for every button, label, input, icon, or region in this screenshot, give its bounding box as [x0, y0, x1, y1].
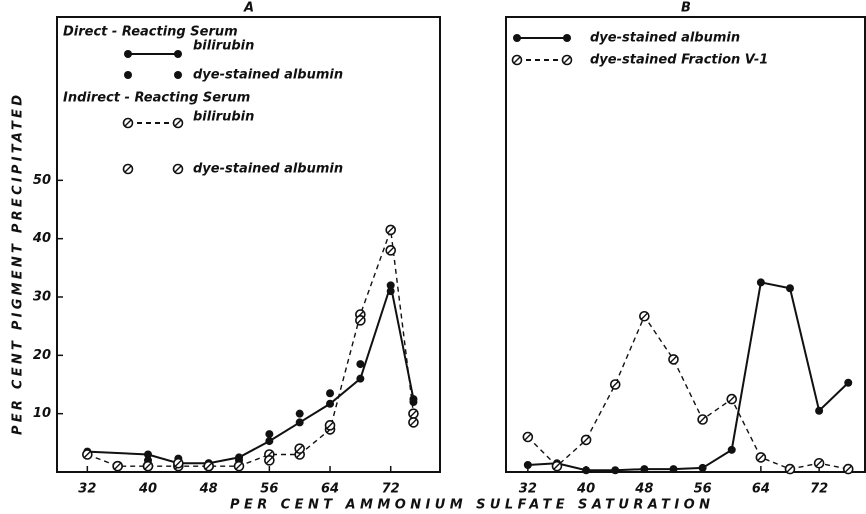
series-line [527, 314, 849, 470]
panel-title: B [681, 1, 691, 16]
legend-marker [511, 54, 523, 66]
y-tick-label: 40 [32, 231, 51, 246]
panel-title: A [243, 1, 254, 16]
x-tick-label: 32 [519, 482, 537, 497]
data-point [295, 409, 304, 418]
legend-marker [513, 34, 521, 42]
data-point [112, 460, 123, 472]
data-point [409, 398, 418, 406]
data-point [756, 278, 765, 287]
legend-marker [174, 71, 182, 79]
data-point [173, 457, 184, 469]
data-point [294, 443, 305, 454]
data-point [698, 463, 707, 472]
data-point [844, 378, 853, 387]
y-tick-label: 50 [33, 173, 51, 188]
data-point [233, 460, 245, 472]
panel-frame [56, 16, 441, 473]
data-point [815, 406, 824, 415]
data-point [408, 417, 419, 428]
data-point [582, 466, 591, 475]
data-point [264, 455, 275, 466]
legend-label: dye-stained albumin [193, 162, 343, 177]
data-point [386, 287, 395, 296]
data-point [356, 360, 365, 369]
panel-frame [505, 16, 866, 473]
data-point [326, 389, 335, 398]
x-tick-label: 32 [78, 482, 96, 497]
x-tick-label: 56 [694, 482, 712, 497]
legend-marker [172, 163, 184, 175]
data-point [669, 465, 678, 474]
data-point [640, 465, 649, 474]
data-point [142, 460, 154, 472]
legend-group-title: Indirect - Reacting Serum [63, 91, 250, 106]
data-point [668, 354, 679, 365]
legend-marker [172, 117, 184, 129]
data-point [611, 466, 620, 475]
data-point [842, 463, 854, 475]
data-point [265, 437, 274, 446]
legend-marker [122, 163, 134, 175]
legend-label: bilirubin [193, 110, 254, 125]
legend-marker [122, 117, 134, 129]
legend-marker [124, 50, 132, 58]
x-tick-label: 72 [810, 482, 828, 497]
data-point [813, 457, 825, 469]
data-point [385, 224, 397, 236]
data-point [82, 449, 93, 460]
x-tick-label: 64 [752, 482, 770, 497]
legend-label: dye-stained Fraction V-1 [590, 53, 768, 68]
legend-label: dye-stained albumin [193, 68, 343, 83]
legend-marker [174, 50, 182, 58]
data-point [295, 418, 304, 427]
x-tick-label: 40 [576, 482, 595, 497]
x-axis-label: PER CENT AMMONIUM SULFATE SATURATION [230, 498, 710, 513]
data-point [639, 310, 650, 322]
data-point [697, 414, 708, 425]
x-tick-label: 40 [138, 482, 157, 497]
y-tick-label: 10 [33, 406, 51, 421]
data-point [355, 315, 366, 326]
data-point [784, 463, 796, 475]
y-tick-label: 20 [33, 348, 51, 363]
data-point [727, 445, 736, 454]
data-point [755, 452, 767, 463]
data-point [385, 245, 397, 256]
x-tick-label: 56 [260, 482, 278, 497]
series-line [87, 229, 415, 467]
data-point [144, 450, 153, 459]
data-point [326, 399, 335, 408]
data-point [551, 460, 563, 472]
data-point [785, 284, 794, 293]
x-tick-label: 48 [634, 482, 653, 497]
data-point [265, 430, 274, 439]
legend-marker [561, 54, 573, 66]
data-point [726, 393, 738, 405]
x-tick-label: 48 [199, 482, 218, 497]
legend-label: bilirubin [193, 39, 254, 54]
x-tick-label: 64 [321, 482, 339, 497]
legend-marker [563, 34, 571, 42]
legend-marker [124, 71, 132, 79]
y-axis-label: PER CENT PIGMENT PRECIPITATED [11, 95, 26, 435]
data-point [523, 461, 532, 469]
data-point [609, 379, 621, 390]
data-point [408, 408, 419, 419]
x-tick-label: 72 [382, 482, 400, 497]
data-point [386, 281, 395, 290]
data-point [522, 431, 534, 443]
data-point [324, 420, 336, 431]
data-point [203, 460, 214, 472]
y-tick-label: 30 [33, 290, 51, 305]
data-point [356, 374, 365, 383]
legend-group-title: Direct - Reacting Serum [63, 25, 238, 40]
data-point [580, 434, 592, 446]
series-line [527, 281, 849, 472]
legend-label: dye-stained albumin [590, 31, 740, 46]
